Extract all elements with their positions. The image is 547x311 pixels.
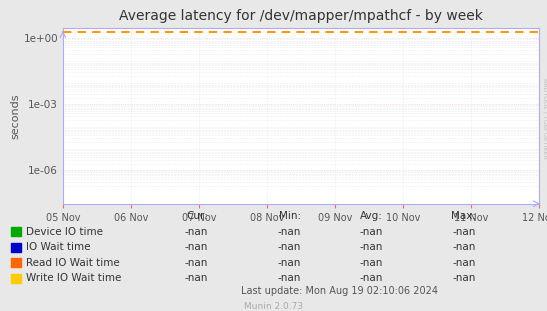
Text: -nan: -nan (277, 258, 301, 268)
Text: -nan: -nan (359, 227, 383, 237)
Text: Munin 2.0.73: Munin 2.0.73 (244, 302, 303, 311)
Text: -nan: -nan (359, 273, 383, 283)
Text: Last update: Mon Aug 19 02:10:06 2024: Last update: Mon Aug 19 02:10:06 2024 (241, 286, 438, 296)
Text: Device IO time: Device IO time (26, 227, 103, 237)
Text: Max:: Max: (451, 211, 476, 221)
Title: Average latency for /dev/mapper/mpathcf - by week: Average latency for /dev/mapper/mpathcf … (119, 9, 483, 23)
Text: -nan: -nan (184, 227, 208, 237)
Y-axis label: seconds: seconds (10, 93, 21, 139)
Text: -nan: -nan (184, 258, 208, 268)
Text: -nan: -nan (277, 273, 301, 283)
Text: -nan: -nan (184, 242, 208, 252)
Text: -nan: -nan (359, 258, 383, 268)
Text: -nan: -nan (277, 242, 301, 252)
Text: -nan: -nan (359, 242, 383, 252)
Text: -nan: -nan (452, 227, 476, 237)
Text: -nan: -nan (277, 227, 301, 237)
Text: Min:: Min: (279, 211, 301, 221)
Text: -nan: -nan (452, 258, 476, 268)
Text: Avg:: Avg: (360, 211, 383, 221)
Text: -nan: -nan (452, 273, 476, 283)
Text: Read IO Wait time: Read IO Wait time (26, 258, 120, 268)
Text: -nan: -nan (452, 242, 476, 252)
Text: Cur:: Cur: (186, 211, 208, 221)
Text: RRDTOOL / TOBI OETIKER: RRDTOOL / TOBI OETIKER (543, 78, 547, 159)
Text: IO Wait time: IO Wait time (26, 242, 91, 252)
Text: Write IO Wait time: Write IO Wait time (26, 273, 121, 283)
Text: -nan: -nan (184, 273, 208, 283)
